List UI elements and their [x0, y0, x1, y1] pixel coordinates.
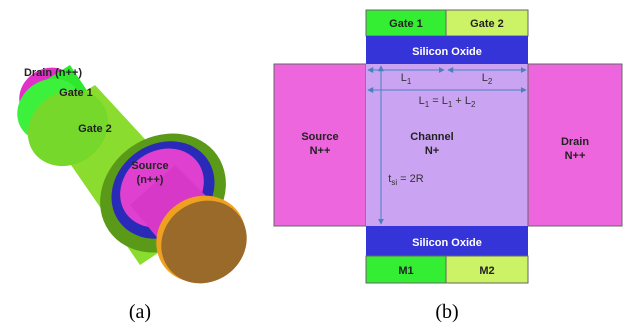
source-label: (n++) — [137, 174, 164, 186]
gate1-label: Gate 1 — [59, 87, 93, 99]
oxide-label: Silicon Oxide — [412, 237, 482, 249]
channel-label: N+ — [425, 145, 439, 157]
drain-label: N++ — [565, 150, 586, 162]
caption: (a) — [129, 301, 151, 323]
source-label: N++ — [310, 145, 331, 157]
panel-a: Drain (n++) Gate 1 Gate 2 Source (n++) (… — [5, 56, 263, 323]
gate2-label: Gate 2 — [78, 123, 112, 135]
l-part: = L — [429, 95, 448, 107]
t-rest: = 2R — [397, 173, 424, 185]
l-sub: 2 — [471, 100, 476, 109]
gate2-label: Gate 2 — [470, 18, 504, 30]
l1-sub: 1 — [407, 77, 412, 86]
caption: (b) — [435, 301, 458, 323]
gate1-label: Gate 1 — [389, 18, 423, 30]
l-part: + L — [452, 95, 471, 107]
channel-label: Channel — [410, 131, 453, 143]
oxide-label: Silicon Oxide — [412, 46, 482, 58]
source-label: Source — [301, 131, 338, 143]
source-label: Source — [131, 160, 168, 172]
panel-b: Gate 1 Gate 2 Silicon Oxide Silicon Oxid… — [274, 10, 622, 323]
figure: Drain (n++) Gate 1 Gate 2 Source (n++) (… — [0, 0, 629, 327]
drain-label: Drain (n++) — [24, 67, 82, 79]
l2-sub: 2 — [488, 77, 493, 86]
m2-label: M2 — [479, 265, 494, 277]
drain-label: Drain — [561, 136, 589, 148]
m1-label: M1 — [398, 265, 413, 277]
channel-box — [366, 64, 528, 226]
